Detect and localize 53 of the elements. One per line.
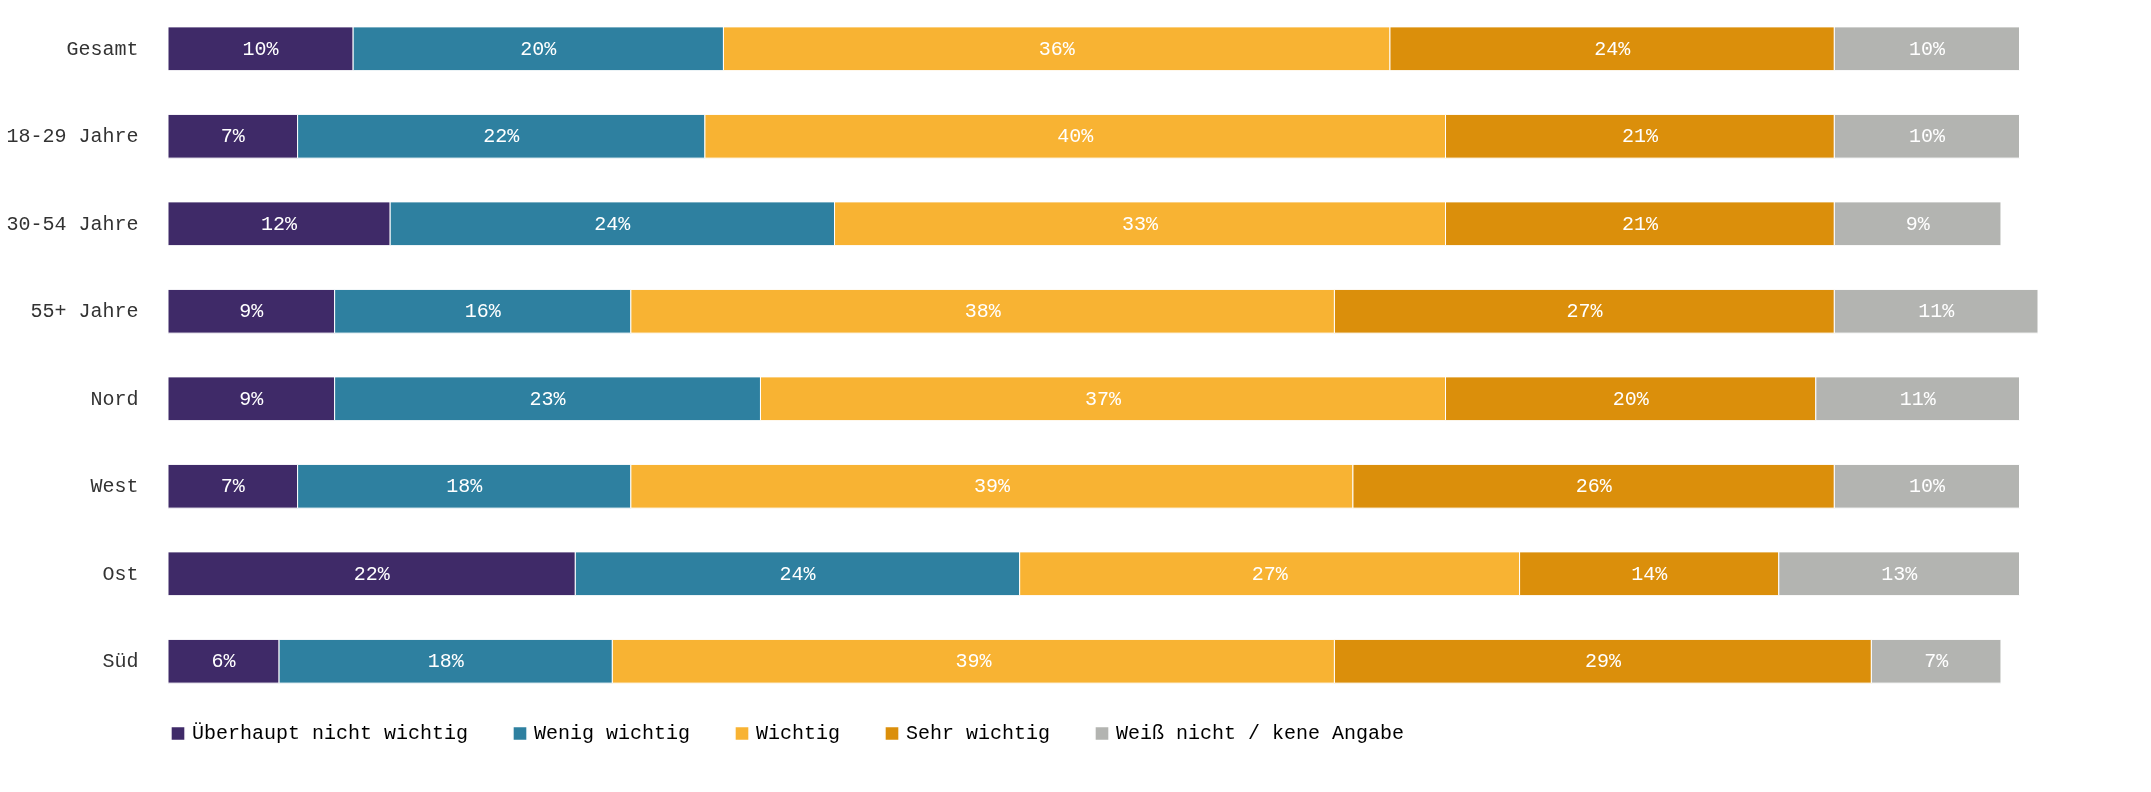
legend-label: Wichtig [756,722,841,746]
y-tick-label: Nord [90,387,139,411]
data-label: 24% [779,562,817,586]
data-label: 11% [1899,387,1937,411]
y-tick-label: West [90,475,139,499]
data-label: 9% [1905,212,1931,236]
y-tick-label: 30-54 Jahre [6,212,139,236]
data-label: 21% [1621,212,1659,236]
data-label: 12% [261,212,299,236]
data-label: 33% [1122,212,1160,236]
data-label: 10% [1908,475,1946,499]
data-label: 21% [1621,125,1659,149]
legend-label: Weiß nicht / kene Angabe [1116,722,1405,746]
data-label: 24% [1594,37,1632,61]
data-label: 26% [1575,475,1613,499]
data-label: 18% [427,650,465,674]
data-label: 40% [1057,125,1095,149]
data-label: 10% [1908,37,1946,61]
legend-label: Wenig wichtig [534,722,691,746]
data-label: 10% [1908,125,1946,149]
data-label: 7% [220,475,246,499]
data-label: 37% [1084,387,1122,411]
data-label: 27% [1566,300,1604,324]
data-label: 18% [446,475,484,499]
data-label: 39% [955,650,993,674]
y-tick-label: 18-29 Jahre [6,125,139,149]
data-label: 27% [1251,562,1289,586]
data-label: 36% [1038,37,1076,61]
y-tick-label: Ost [102,562,139,586]
data-label: 7% [1924,650,1950,674]
data-label: 6% [211,650,237,674]
data-label: 23% [529,387,567,411]
data-label: 9% [239,387,265,411]
legend-label: Sehr wichtig [906,722,1051,746]
data-label: 22% [353,562,391,586]
data-label: 9% [239,300,265,324]
data-label: 24% [594,212,632,236]
y-tick-label: Gesamt [66,37,139,61]
data-label: 38% [964,300,1002,324]
data-label: 39% [973,475,1011,499]
data-label: 29% [1584,650,1622,674]
y-tick-label: 55+ Jahre [30,300,139,324]
data-label: 13% [1881,562,1919,586]
data-label: 11% [1918,300,1956,324]
data-label: 16% [464,300,502,324]
data-label: 20% [520,37,558,61]
legend-label: Überhaupt nicht wichtig [192,722,469,746]
data-label: 20% [1612,387,1650,411]
y-tick-label: Süd [102,650,139,674]
data-label: 10% [242,37,280,61]
data-label: 14% [1631,562,1669,586]
data-label: 22% [483,125,521,149]
data-label: 7% [220,125,246,149]
